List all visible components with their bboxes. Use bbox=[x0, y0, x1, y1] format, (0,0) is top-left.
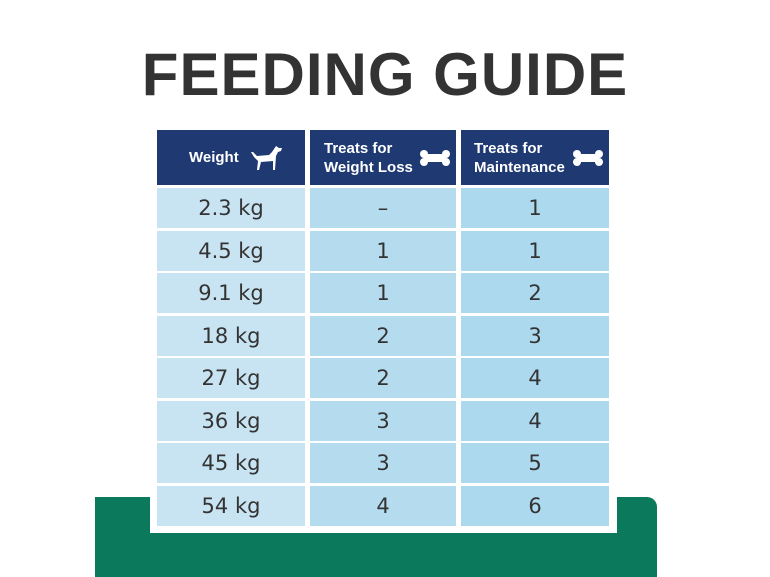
table-cell: 1 bbox=[461, 230, 609, 271]
table-cell: 5 bbox=[461, 443, 609, 483]
table-cell: 54 kg bbox=[157, 485, 305, 526]
table-cell: 3 bbox=[310, 400, 456, 441]
table-cell: 1 bbox=[461, 188, 609, 228]
table-cell: 6 bbox=[461, 485, 609, 526]
table-cell: 4 bbox=[461, 358, 609, 398]
title: FEEDING GUIDE bbox=[141, 41, 629, 108]
header-cell: Treats for Maintenance bbox=[461, 130, 609, 185]
table-cell: 18 kg bbox=[157, 315, 305, 356]
table-cell: 2.3 kg bbox=[157, 188, 305, 228]
table-cell: 2 bbox=[310, 358, 456, 398]
table-cell: 2 bbox=[461, 273, 609, 313]
header-text: Treats for Maintenance bbox=[474, 139, 565, 176]
table-cell: 1 bbox=[310, 230, 456, 271]
table-cell: 1 bbox=[310, 273, 456, 313]
header-cell: Treats for Weight Loss bbox=[310, 130, 456, 185]
table-cell: 4.5 kg bbox=[157, 230, 305, 271]
table-cell: 4 bbox=[461, 400, 609, 441]
header-cell: Weight bbox=[157, 130, 305, 185]
header-text: Treats for Weight Loss bbox=[324, 139, 413, 176]
table-cell: 2 bbox=[310, 315, 456, 356]
bone-icon bbox=[573, 149, 603, 166]
table-cell: – bbox=[310, 188, 456, 228]
table-cell: 3 bbox=[461, 315, 609, 356]
dog-icon bbox=[250, 145, 282, 170]
table-cell: 36 kg bbox=[157, 400, 305, 441]
table-cell: 4 bbox=[310, 485, 456, 526]
header-text: Weight bbox=[189, 149, 239, 166]
table-cell: 3 bbox=[310, 443, 456, 483]
table-cell: 27 kg bbox=[157, 358, 305, 398]
table-cell: 9.1 kg bbox=[157, 273, 305, 313]
bone-icon bbox=[420, 149, 450, 166]
table-cell: 45 kg bbox=[157, 443, 305, 483]
